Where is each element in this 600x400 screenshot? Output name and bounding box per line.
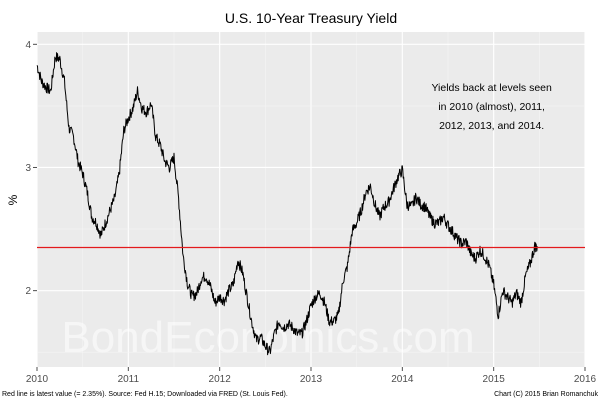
y-axis: 2 3 4 — [25, 40, 37, 297]
x-tick-label: 2011 — [118, 374, 140, 385]
y-tick-label: 4 — [25, 40, 31, 51]
x-tick-label: 2016 — [574, 374, 597, 385]
footnote-copyright: Chart (C) 2015 Brian Romanchuk — [494, 391, 598, 398]
x-tick-label: 2012 — [209, 374, 232, 385]
x-tick-label: 2010 — [26, 374, 49, 385]
y-tick-label: 3 — [25, 163, 31, 174]
y-tick-label: 2 — [25, 286, 31, 297]
annotation-box: Yields back at levels seen in 2010 (almo… — [431, 82, 552, 132]
annotation-line-3: 2012, 2013, and 2014. — [439, 120, 544, 132]
annotation-line-1: Yields back at levels seen — [431, 82, 552, 94]
x-axis: 2010 2011 2012 2013 2014 2015 2016 — [26, 367, 597, 385]
chart-title: U.S. 10-Year Treasury Yield — [225, 10, 397, 26]
y-axis-label: % — [6, 194, 20, 205]
grid-lines — [36, 32, 586, 367]
series-group — [36, 52, 538, 356]
x-tick-label: 2013 — [300, 374, 323, 385]
x-tick-label: 2015 — [483, 374, 506, 385]
footnote-source: Red line is latest value (= 2.35%). Sour… — [2, 391, 288, 398]
x-tick-label: 2014 — [391, 374, 414, 385]
annotation-line-2: in 2010 (almost), 2011, — [438, 101, 545, 113]
series-line — [36, 52, 538, 356]
